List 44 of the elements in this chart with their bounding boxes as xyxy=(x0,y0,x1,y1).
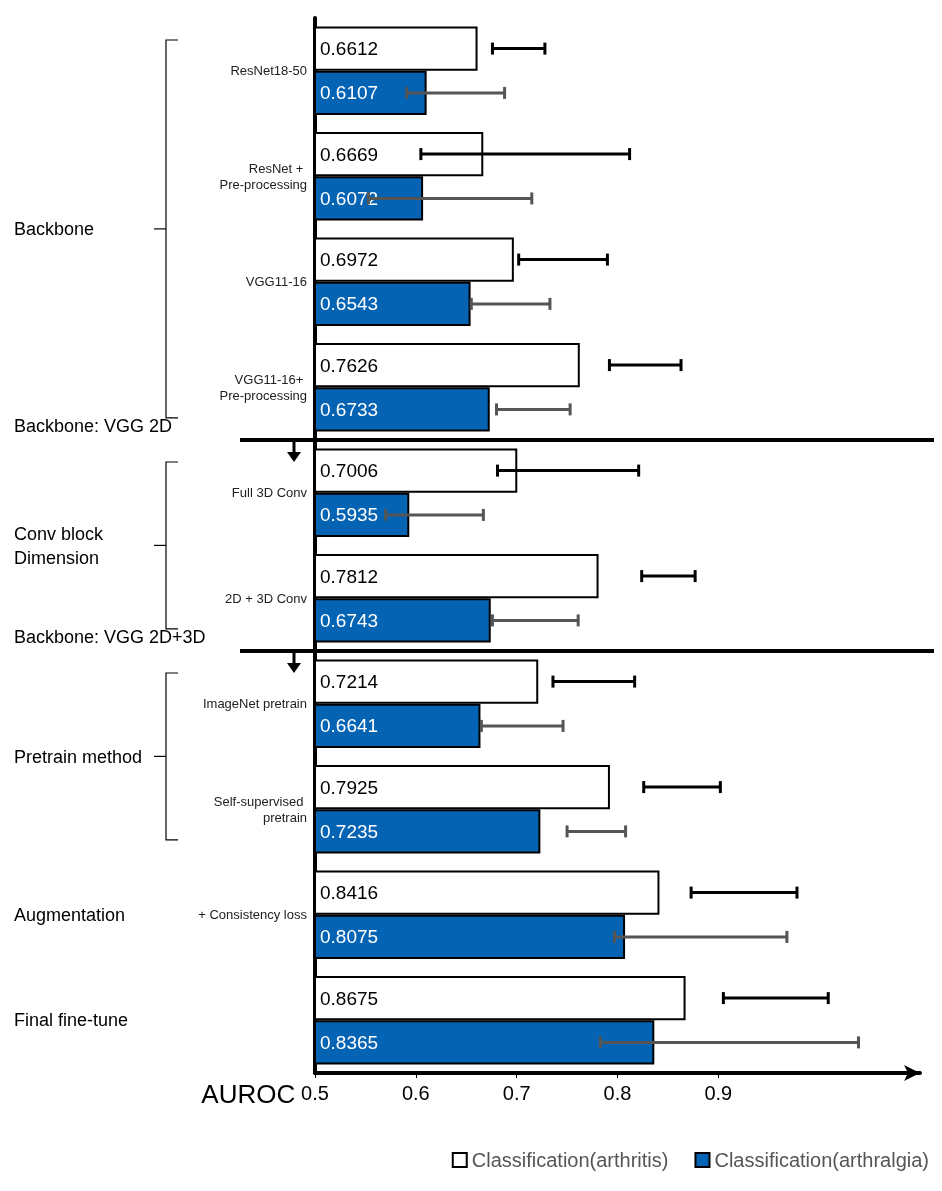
text: Final fine-tune xyxy=(14,1009,130,1033)
x-tick-label: 0.9 xyxy=(704,1082,733,1104)
data-label: 0.6107 xyxy=(320,82,379,104)
data-label: 0.7214 xyxy=(320,671,379,693)
text: Pretrain method xyxy=(14,745,144,769)
y-tick-label: ImageNet pretrain xyxy=(202,696,307,712)
data-label: 0.6641 xyxy=(320,715,379,737)
x-tick-label: 0.8 xyxy=(603,1082,632,1104)
x-tick-label: 0.5 xyxy=(301,1082,329,1104)
data-label: 0.7006 xyxy=(320,460,379,482)
data-label: 0.6072 xyxy=(320,187,379,209)
x-axis-title: AUROC xyxy=(201,1079,296,1109)
text: Backbone: VGG 2D xyxy=(14,416,173,437)
text: Augmentation xyxy=(14,903,127,927)
data-label: 0.8416 xyxy=(320,882,379,904)
y-tick-label: Self-supervised pretrain xyxy=(213,793,307,825)
text: Backbone xyxy=(14,218,96,241)
data-label: 0.7626 xyxy=(320,354,379,376)
data-label: 0.6543 xyxy=(320,293,379,315)
data-label: 0.6972 xyxy=(320,249,379,271)
y-tick-label: + Consistency loss xyxy=(198,907,308,923)
y-tick-label: Full 3D Conv xyxy=(231,485,308,501)
data-label: 0.6612 xyxy=(320,38,379,60)
data-label: 0.7235 xyxy=(320,820,379,842)
y-tick-label: ResNet18-50 xyxy=(230,63,307,79)
data-label: 0.6743 xyxy=(320,609,379,631)
data-label: 0.8365 xyxy=(320,1031,379,1053)
legend-label: Classification(arthritis) xyxy=(471,1149,669,1171)
data-label: 0.8075 xyxy=(320,926,379,948)
y-tick-label: VGG11-16 xyxy=(245,274,307,290)
data-label: 0.6733 xyxy=(320,398,379,420)
x-tick-label: 0.7 xyxy=(502,1082,531,1104)
text: Conv block Dimension xyxy=(14,522,105,570)
legend-label: Classification(arthralgia) xyxy=(714,1149,930,1171)
y-tick-label: 2D + 3D Conv xyxy=(224,590,308,606)
data-label: 0.8675 xyxy=(320,987,379,1009)
y-tick-label: ResNet + Pre-processing xyxy=(219,160,307,192)
data-label: 0.6669 xyxy=(320,143,379,165)
text: Backbone: VGG 2D+3D xyxy=(14,627,206,648)
y-tick-label: VGG11-16+ Pre-processing xyxy=(219,371,307,403)
data-label: 0.5935 xyxy=(320,504,379,526)
x-tick-label: 0.6 xyxy=(401,1082,430,1104)
data-label: 0.7925 xyxy=(320,776,379,798)
data-label: 0.7812 xyxy=(320,565,379,587)
